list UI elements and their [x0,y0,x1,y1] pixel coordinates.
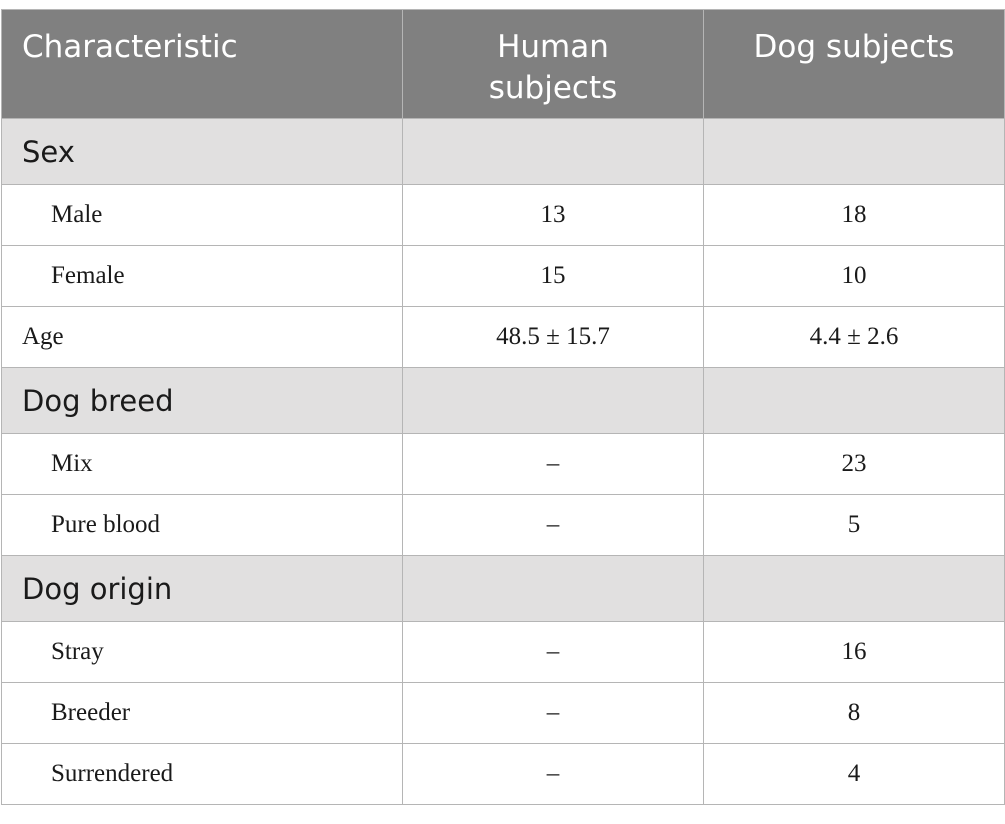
group-empty-cell [402,555,704,622]
group-row-dog-breed: Dog breed [1,367,1005,434]
dog-value: 5 [703,494,1005,556]
dog-value: 18 [703,184,1005,246]
header-characteristic: Characteristic [1,9,403,119]
row-label: Mix [1,433,403,495]
dog-value: 23 [703,433,1005,495]
table-row: Stray – 16 [1,621,1005,683]
group-empty-cell [703,555,1005,622]
human-value: – [402,743,704,805]
header-human-subjects: Human subjects [402,9,704,119]
table-row: Mix – 23 [1,433,1005,495]
human-value: – [402,621,704,683]
header-row: Characteristic Human subjects Dog subjec… [1,9,1005,119]
human-value: 15 [402,245,704,307]
row-label: Pure blood [1,494,403,556]
group-label: Dog origin [1,555,403,622]
row-label: Stray [1,621,403,683]
group-empty-cell [402,118,704,185]
table-body: Sex Male 13 18 Female 15 10 Age 48.5 ± 1… [1,118,1005,805]
group-empty-cell [402,367,704,434]
human-value: 13 [402,184,704,246]
table-header: Characteristic Human subjects Dog subjec… [1,9,1005,119]
table-row: Surrendered – 4 [1,743,1005,805]
characteristics-table-container: Characteristic Human subjects Dog subjec… [1,9,1005,805]
human-value: – [402,682,704,744]
human-value: 48.5 ± 15.7 [402,306,704,368]
table-row: Pure blood – 5 [1,494,1005,556]
table-row: Female 15 10 [1,245,1005,307]
dog-value: 10 [703,245,1005,307]
dog-value: 16 [703,621,1005,683]
table-row: Breeder – 8 [1,682,1005,744]
human-value: – [402,433,704,495]
row-label: Male [1,184,403,246]
row-label: Breeder [1,682,403,744]
row-label: Age [1,306,403,368]
header-human-subjects-text: Human subjects [488,29,618,106]
group-label: Sex [1,118,403,185]
table-row-age: Age 48.5 ± 15.7 4.4 ± 2.6 [1,306,1005,368]
group-row-dog-origin: Dog origin [1,555,1005,622]
dog-value: 8 [703,682,1005,744]
group-row-sex: Sex [1,118,1005,185]
group-label: Dog breed [1,367,403,434]
row-label: Female [1,245,403,307]
dog-value: 4.4 ± 2.6 [703,306,1005,368]
human-value: – [402,494,704,556]
header-dog-subjects: Dog subjects [703,9,1005,119]
row-label: Surrendered [1,743,403,805]
dog-value: 4 [703,743,1005,805]
subject-characteristics-table: Characteristic Human subjects Dog subjec… [1,9,1005,805]
group-empty-cell [703,118,1005,185]
group-empty-cell [703,367,1005,434]
table-row: Male 13 18 [1,184,1005,246]
